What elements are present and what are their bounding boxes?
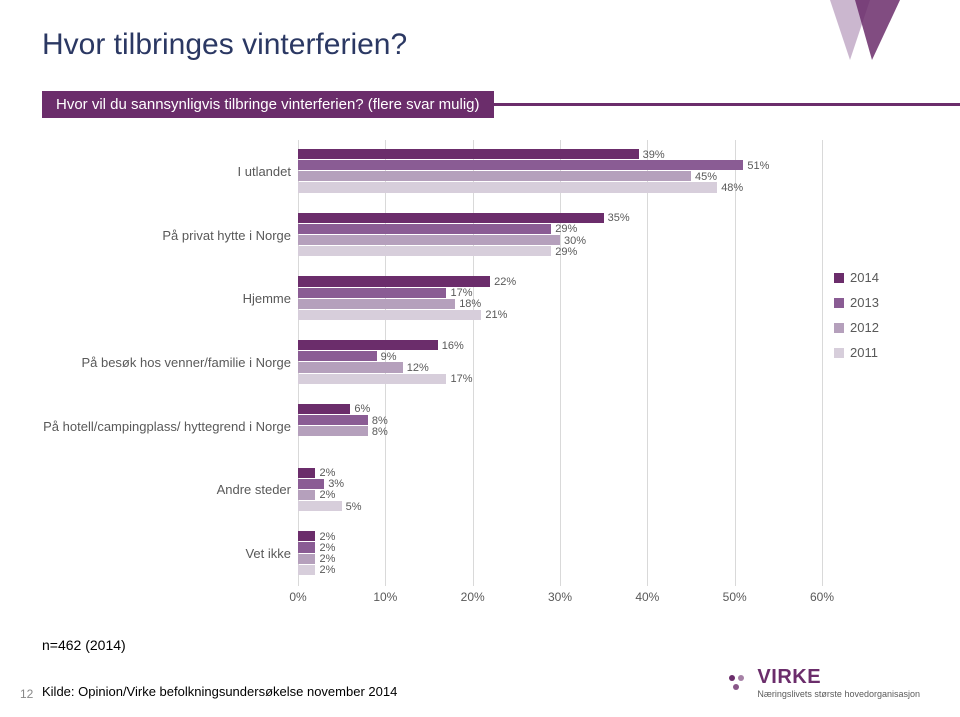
x-tick-label: 40% [635,590,659,604]
legend-swatch [834,273,844,283]
bar [298,310,481,320]
bar [298,468,315,478]
bar-value-label: 2% [319,564,335,576]
category-label: Vet ikke [36,546,291,562]
logo-icon [727,671,751,695]
bar [298,404,350,414]
bar-value-label: 16% [442,340,464,352]
bar-group: 2%2%2%2% [298,531,822,577]
category-label: På besøk hos venner/familie i Norge [36,355,291,371]
x-tick-label: 60% [810,590,834,604]
bar [298,160,743,170]
bar-group: 39% 51% 45% 48% [298,149,822,195]
logo-subtitle: Næringslivets største hovedorganisasjon [757,689,920,699]
bar-value-label: 9% [381,351,397,363]
legend-swatch [834,298,844,308]
bar-group: 16% 9% 12% 17% [298,340,822,386]
x-tick-label: 0% [289,590,306,604]
grid-line [822,140,823,586]
subtitle-text: Hvor vil du sannsynligvis tilbringe vint… [42,91,494,118]
legend-label: 2011 [850,345,878,360]
legend-item: 2012 [834,320,918,335]
bar [298,362,403,372]
bar [298,149,639,159]
bar [298,246,551,256]
legend-item: 2013 [834,295,918,310]
chart: I utlandetPå privat hytte i NorgeHjemmeP… [42,140,918,630]
x-tick-label: 50% [723,590,747,604]
bar [298,415,368,425]
bar-value-label: 39% [643,149,665,161]
legend-label: 2013 [850,295,879,310]
bar-value-label: 2% [319,489,335,501]
legend-item: 2011 [834,345,918,360]
x-tick-label: 20% [461,590,485,604]
bar-value-label: 35% [608,212,630,224]
bars-area: 39%51%45%48%35%29%30%29%22%17%18%21%16%9… [298,140,822,586]
x-tick-label: 10% [373,590,397,604]
bar [298,490,315,500]
bar-value-label: 5% [346,501,362,513]
bar [298,542,315,552]
legend-label: 2014 [850,270,879,285]
corner-accent [800,0,920,60]
bar-value-label: 51% [747,160,769,172]
n-label: n=462 (2014) [42,637,126,653]
page-number: 12 [20,687,33,701]
logo-text: VIRKE [757,666,920,689]
bar [298,299,455,309]
bar [298,501,342,511]
bar [298,565,315,575]
page-title: Hvor tilbringes vinterferien? [42,28,407,62]
bar [298,554,315,564]
bar [298,213,604,223]
x-axis: 0%10%20%30%40%50%60% [298,588,822,606]
category-label: På hotell/campingplass/ hyttegrend i Nor… [36,419,291,435]
legend-item: 2014 [834,270,918,285]
bar-value-label: 6% [354,403,370,415]
category-label: Hjemme [36,291,291,307]
bar [298,340,438,350]
plot-area: I utlandetPå privat hytte i NorgeHjemmeP… [42,140,918,586]
legend-swatch [834,348,844,358]
bar-group: 22%17%18%21% [298,276,822,322]
bar-value-label: 18% [459,298,481,310]
bar-group: 2%3%2%5% [298,468,822,514]
y-axis-labels: I utlandetPå privat hytte i NorgeHjemmeP… [42,140,297,586]
bar [298,531,315,541]
category-label: På privat hytte i Norge [36,228,291,244]
bar [298,288,446,298]
bar [298,479,324,489]
category-label: I utlandet [36,164,291,180]
bar [298,224,551,234]
logo: VIRKE Næringslivets største hovedorganis… [727,666,920,699]
bar-value-label: 29% [555,246,577,258]
bar-value-label: 17% [450,373,472,385]
bar [298,182,717,192]
bar-group: 35%29%30%29% [298,213,822,259]
x-tick-label: 30% [548,590,572,604]
bar [298,374,446,384]
bar [298,351,377,361]
bar-value-label: 8% [372,426,388,438]
bar-value-label: 21% [485,309,507,321]
bar-value-label: 48% [721,182,743,194]
legend-label: 2012 [850,320,879,335]
legend-swatch [834,323,844,333]
bar [298,235,560,245]
source-text: Kilde: Opinion/Virke befolkningsundersøk… [42,684,397,699]
subtitle-bar: Hvor vil du sannsynligvis tilbringe vint… [0,88,960,120]
subtitle-rule [494,103,960,106]
bar-value-label: 12% [407,362,429,374]
bar-value-label: 22% [494,276,516,288]
bar-group: 6%8%8% [298,404,822,450]
bar [298,276,490,286]
category-label: Andre steder [36,483,291,499]
bar [298,426,368,436]
bar-value-label: 45% [695,171,717,183]
legend: 2014 2013 2012 2011 [834,270,918,370]
bar [298,171,691,181]
